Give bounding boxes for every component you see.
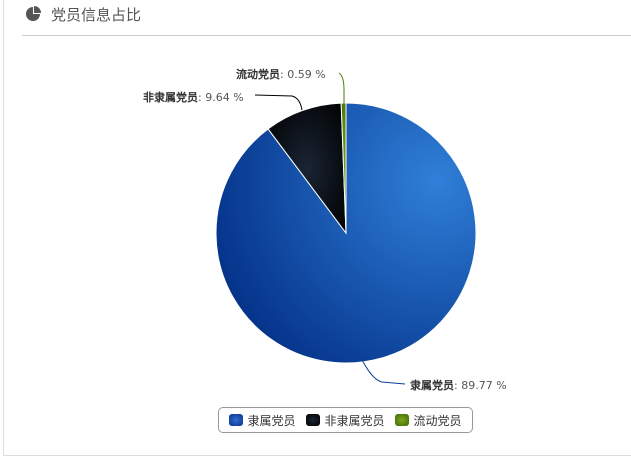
legend-swatch <box>229 414 244 426</box>
data-label-1: 非隶属党员: 9.64 % <box>143 90 244 104</box>
panel-header: 党员信息占比 <box>22 0 631 36</box>
legend-swatch <box>306 414 321 426</box>
label-connector <box>359 355 406 385</box>
legend-item[interactable]: 流动党员 <box>395 412 462 429</box>
pie-slice-0[interactable] <box>215 102 477 364</box>
legend-label: 流动党员 <box>413 413 462 428</box>
data-label-0: 隶属党员: 89.77 % <box>410 378 507 392</box>
legend-label: 非隶属党员 <box>324 413 385 428</box>
legend-label: 隶属党员 <box>247 413 296 428</box>
label-connector <box>338 72 345 104</box>
panel-frame <box>3 0 631 456</box>
legend: 隶属党员 非隶属党员 流动党员 <box>218 407 473 433</box>
data-label-2: 流动党员: 0.59 % <box>236 67 326 81</box>
legend-item[interactable]: 隶属党员 <box>229 412 296 429</box>
pie-slice-1[interactable] <box>267 102 347 235</box>
panel-title: 党员信息占比 <box>51 6 142 24</box>
pie-chart-icon <box>26 6 41 21</box>
legend-swatch <box>395 414 410 426</box>
legend-item[interactable]: 非隶属党员 <box>306 412 385 429</box>
label-connector <box>254 94 303 111</box>
